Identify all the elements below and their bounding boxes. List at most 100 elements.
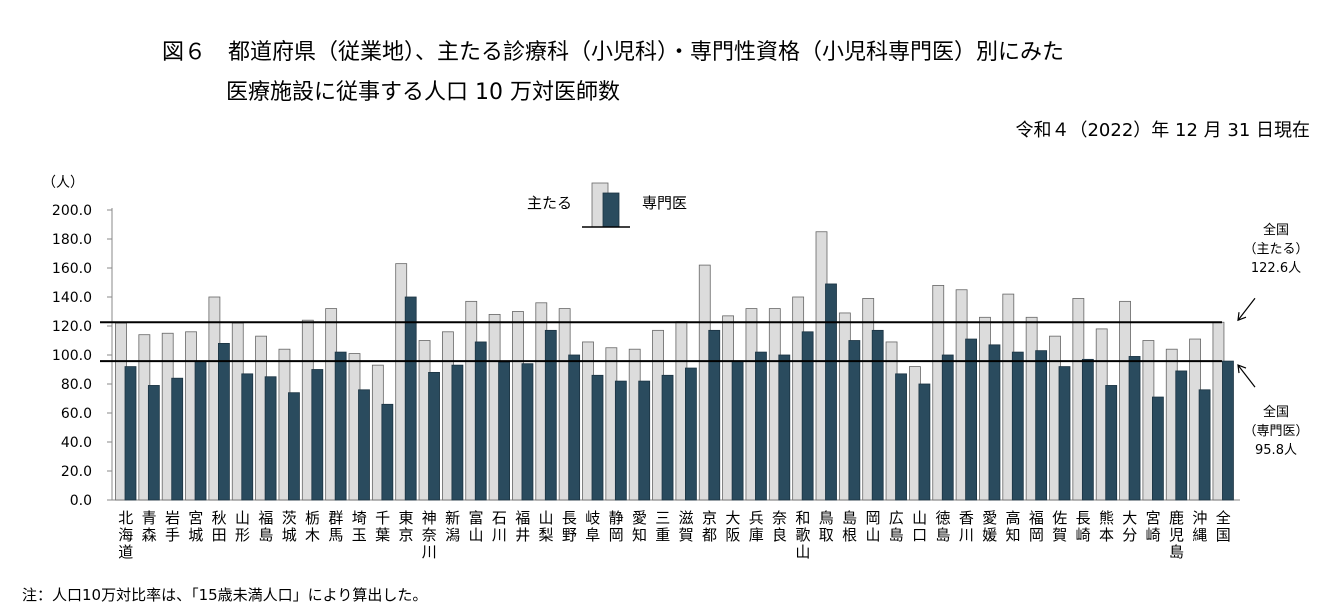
x-tick-char: 福 (515, 509, 530, 527)
bar-specialist (404, 296, 417, 501)
x-tick-label: 岩手 (165, 509, 180, 544)
x-tick-char: 埼 (352, 509, 367, 527)
x-tick-char: 愛 (982, 509, 997, 527)
reference-label-main: （主たる） (1243, 242, 1308, 257)
x-tick-label: 静岡 (609, 509, 624, 544)
x-tick-char: 国 (1216, 526, 1231, 544)
x-tick-char: 崎 (1146, 526, 1161, 544)
x-tick-char: 静 (609, 509, 624, 527)
bar-specialist (521, 363, 534, 501)
x-tick-label: 宮崎 (1146, 509, 1161, 544)
bar-specialist (685, 367, 697, 501)
x-tick-char: 馬 (328, 526, 343, 544)
bar-specialist (918, 383, 931, 501)
bar-specialist (731, 360, 744, 501)
x-tick-label: 愛知 (632, 509, 647, 544)
bar-specialist (334, 351, 347, 501)
x-tick-char: 秋 (212, 509, 227, 527)
bar-specialist (778, 354, 791, 501)
bar-specialist (1175, 370, 1188, 501)
x-tick-label: 徳島 (935, 509, 950, 544)
x-tick-label: 京都 (702, 509, 717, 544)
bar-specialist (1105, 385, 1118, 501)
bar-specialist (614, 380, 627, 501)
x-tick-char: 媛 (982, 526, 997, 544)
bar-specialist (217, 342, 230, 501)
x-tick-label: 東京 (398, 509, 413, 544)
x-tick-char: 川 (422, 543, 437, 561)
x-tick-label: 福島 (258, 509, 273, 544)
x-tick-char: 岩 (165, 509, 180, 527)
x-tick-char: 福 (258, 509, 273, 527)
x-axis-labels: 北海道青森岩手宮城秋田山形福島茨城栃木群馬埼玉千葉東京神奈川新潟富山石川福井山梨… (118, 509, 1230, 561)
x-tick-char: 京 (398, 526, 413, 544)
bar-specialist (755, 351, 767, 501)
x-tick-char: 山 (795, 543, 810, 561)
bar-specialist (1058, 366, 1071, 501)
x-tick-char: 取 (819, 526, 834, 544)
x-tick-char: 佐 (1052, 509, 1067, 527)
x-tick-char: 山 (539, 509, 554, 527)
x-tick-char: 分 (1122, 526, 1137, 544)
bar-specialist (428, 371, 440, 501)
bar-specialist (1152, 396, 1164, 501)
x-tick-label: 山形 (235, 509, 250, 544)
x-tick-char: 岡 (1029, 526, 1044, 544)
x-tick-char: 高 (1006, 509, 1021, 527)
bar-specialist (988, 344, 1001, 501)
footnote: 注：人口10万対比率は、「15歳未満人口」により算出した。 (22, 586, 428, 604)
x-tick-label: 香川 (959, 509, 974, 544)
x-tick-label: 茨城 (282, 509, 297, 544)
x-tick-char: 長 (562, 509, 577, 527)
x-tick-char: 賀 (679, 526, 694, 544)
y-tick-label: 60.0 (61, 406, 92, 422)
bar-specialist (965, 338, 977, 501)
y-tick-label: 160.0 (52, 261, 92, 277)
x-tick-char: 群 (328, 509, 343, 527)
x-tick-label: 富山 (468, 509, 483, 544)
x-tick-char: 茨 (282, 509, 297, 527)
y-tick-label: 40.0 (61, 435, 92, 451)
x-tick-char: 重 (655, 526, 670, 544)
x-tick-char: 葉 (375, 526, 390, 544)
bar-specialist (474, 341, 487, 501)
y-tick-label: 200.0 (52, 203, 92, 219)
y-tick-label: 20.0 (61, 464, 92, 480)
x-tick-char: 庫 (749, 526, 764, 544)
x-tick-char: 崎 (1076, 526, 1091, 544)
x-tick-char: 賀 (1052, 526, 1067, 544)
x-tick-char: 千 (375, 509, 390, 527)
x-tick-char: 宮 (188, 509, 203, 527)
y-tick-label: 0.0 (70, 493, 92, 509)
x-tick-char: 城 (282, 526, 297, 544)
x-tick-char: 形 (235, 526, 250, 544)
x-tick-char: 大 (1122, 509, 1137, 527)
bar-specialist (661, 374, 674, 501)
x-tick-char: 鹿 (1169, 509, 1184, 527)
x-tick-char: 川 (959, 526, 974, 544)
x-tick-char: 宮 (1146, 509, 1161, 527)
x-tick-label: 埼玉 (352, 509, 367, 544)
x-tick-char: 徳 (935, 509, 950, 527)
x-tick-char: 歌 (795, 526, 810, 544)
x-tick-label: 大分 (1122, 509, 1137, 544)
x-tick-label: 福岡 (1029, 509, 1044, 544)
bar-specialist (147, 385, 160, 501)
x-tick-char: 岐 (585, 509, 600, 527)
x-tick-char: 道 (118, 543, 133, 561)
x-tick-label: 長崎 (1076, 509, 1091, 544)
legend-swatch-specialist (602, 192, 620, 228)
bar-specialist (568, 354, 581, 501)
legend-label-main: 主たる (527, 194, 572, 212)
x-tick-char: 奈 (772, 509, 787, 527)
reference-arrowhead-main (1237, 312, 1247, 322)
x-tick-label: 群馬 (328, 509, 343, 544)
x-tick-char: 奈 (422, 526, 437, 544)
bar-specialist (1128, 356, 1141, 501)
x-tick-label: 全国 (1216, 509, 1231, 544)
x-tick-char: 富 (468, 509, 483, 527)
reference-arrow-main (1237, 297, 1256, 321)
x-tick-char: 手 (165, 526, 180, 544)
